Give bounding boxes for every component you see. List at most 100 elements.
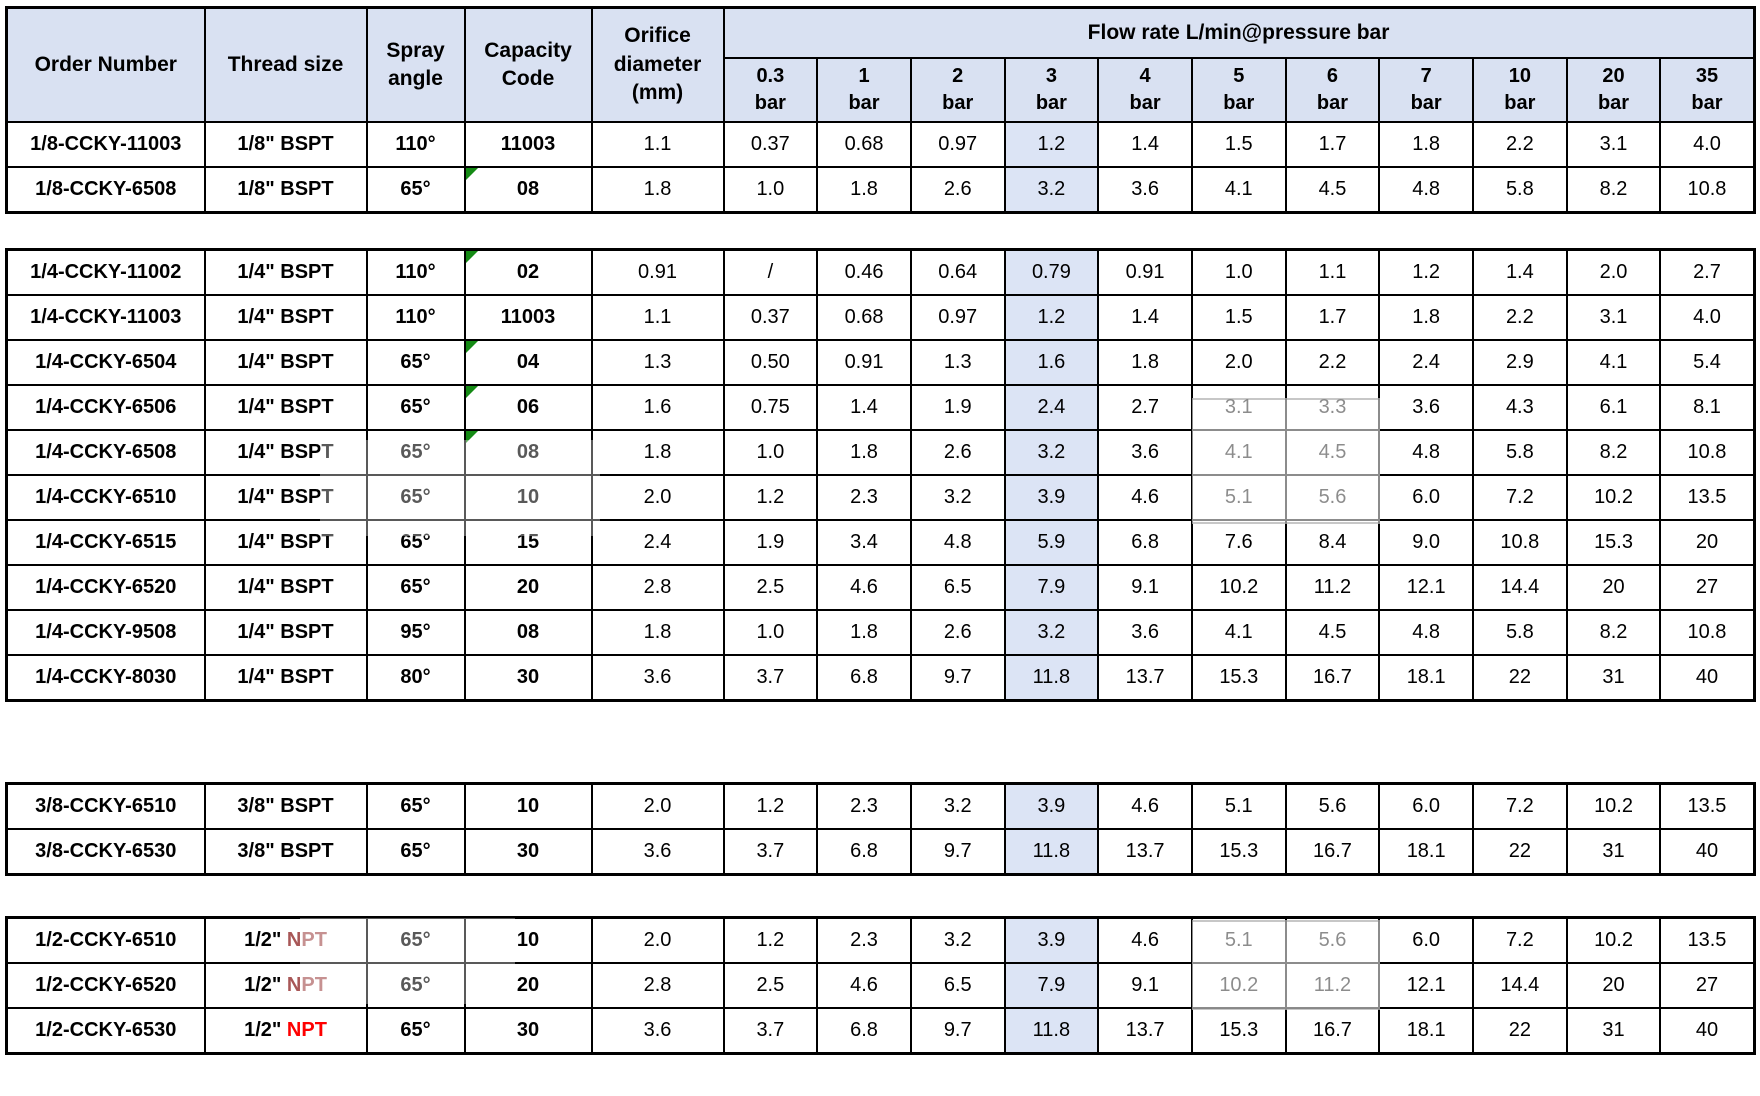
order-number-cell: 1/4-CCKY-8030: [5, 654, 206, 702]
table-row: 1/4-CCKY-8030 1/4" BSPT 80° 30 3.6 3.7 6.8 9.7 1…: [5, 654, 1756, 702]
npt-label: NPT: [286, 974, 327, 996]
spray-angle-cell: 65°: [365, 916, 466, 964]
flow-rate-cell: 4.5: [1284, 609, 1381, 656]
flow-rate-cell: 0.46: [816, 248, 912, 296]
flow-rate-cell: 3.2: [1003, 609, 1100, 656]
capacity-code-cell: 10: [463, 474, 593, 521]
flow-rate-cell: 14.4: [1472, 564, 1568, 611]
capacity-code-cell: 08: [463, 166, 593, 214]
flow-rate-cell: 15.3: [1190, 828, 1287, 876]
flow-rate-cell: 2.3: [816, 916, 912, 964]
orifice-diameter-cell: 2.8: [590, 564, 725, 611]
flow-rate-cell: 3.6: [1097, 609, 1193, 656]
pressure-header-6bar: 6 bar: [1284, 57, 1381, 123]
flow-rate-cell: 11.2: [1284, 962, 1381, 1009]
flow-rate-cell: 9.0: [1378, 519, 1474, 566]
flow-rate-cell: 0.37: [722, 294, 819, 341]
flow-rate-cell: 6.0: [1378, 916, 1474, 964]
table-body: 1/4-CCKY-11002 1/4" BSPT 110° 02 0.91/0.46 0.…: [5, 248, 1756, 702]
table-row: 1/4-CCKY-6520 1/4" BSPT 65° 20 2.8 2.5 4.6 6.5 7…: [5, 564, 1756, 611]
flow-rate-cell: 8.4: [1284, 519, 1381, 566]
flow-rate-cell: 6.8: [1097, 519, 1193, 566]
spray-angle-cell: 65°: [365, 166, 466, 214]
header-row-pressures: 0.3 bar 1 bar 2 bar 3 bar 4 bar 5 bar 6 bar 7 b…: [7, 57, 1756, 123]
thread-size-cell: 1/4" BSPT: [203, 248, 368, 296]
flow-rate-cell: 1.7: [1284, 121, 1381, 168]
order-number-cell: 1/4-CCKY-6510: [5, 474, 206, 521]
pressure-header-0.3bar: 0.3 bar: [722, 57, 819, 123]
flow-rate-cell: 0.37: [722, 121, 819, 168]
flow-rate-cell: 4.3: [1472, 384, 1568, 431]
spray-angle-cell: 65°: [365, 564, 466, 611]
spray-angle-cell: 65°: [365, 962, 466, 1009]
flow-rate-cell: 6.0: [1378, 474, 1474, 521]
spec-table-1-4-bspt: 1/4-CCKY-11002 1/4" BSPT 110° 02 0.91/0.46 0.…: [5, 248, 1756, 702]
thread-size-cell: 1/4" BSPT: [203, 519, 368, 566]
flow-rate-cell: 22: [1472, 1007, 1568, 1055]
flow-rate-cell: 3.7: [722, 654, 819, 702]
flow-rate-cell: 1.0: [722, 166, 819, 214]
flow-rate-cell: 1.0: [1190, 248, 1287, 296]
flow-rate-cell: 6.8: [816, 654, 912, 702]
spray-angle-cell: 110°: [365, 248, 466, 296]
flow-rate-cell: 0.91: [1097, 248, 1193, 296]
flow-rate-cell: 7.2: [1472, 782, 1568, 830]
flow-rate-cell: 2.5: [722, 564, 819, 611]
flow-rate-cell: 0.79: [1003, 248, 1100, 296]
table-row: 3/8-CCKY-6530 3/8" BSPT 65° 30 3.6 3.7 6.8 9.7 1…: [5, 828, 1756, 876]
flow-rate-cell: 0.97: [909, 294, 1006, 341]
pressure-header-2bar: 2 bar: [909, 57, 1006, 123]
flow-rate-cell: 0.97: [909, 121, 1006, 168]
flow-rate-cell: 1.4: [1472, 248, 1568, 296]
flow-rate-cell: 15.3: [1190, 1007, 1287, 1055]
flow-rate-cell: 3.2: [1003, 166, 1100, 214]
order-number-cell: 1/2-CCKY-6520: [5, 962, 206, 1009]
orifice-diameter-cell: 1.3: [590, 339, 725, 386]
flow-rate-cell: 13.7: [1097, 654, 1193, 702]
flow-rate-cell: 6.8: [816, 828, 912, 876]
flow-rate-cell: 2.3: [816, 474, 912, 521]
spray-angle-cell: 65°: [365, 429, 466, 476]
flow-rate-cell: 5.6: [1284, 782, 1381, 830]
flow-rate-cell: 40: [1659, 828, 1756, 876]
flow-rate-cell: 1.8: [816, 166, 912, 214]
flow-rate-cell: 10.8: [1659, 429, 1756, 476]
flow-rate-cell: 31: [1565, 828, 1662, 876]
flow-rate-cell: 2.4: [1378, 339, 1474, 386]
flow-rate-cell: 0.75: [722, 384, 819, 431]
table-row: 1/4-CCKY-6515 1/4" BSPT 65° 15 2.4 1.9 3.4 4.8 5…: [5, 519, 1756, 566]
table-row: 1/2-CCKY-6530 1/2" NPT 65° 30 3.6 3.7 6.8 9.7 11…: [5, 1007, 1756, 1055]
flow-rate-cell: 0.68: [816, 294, 912, 341]
capacity-code-cell: 30: [463, 828, 593, 876]
thread-size-cell: 1/2" NPT: [203, 916, 368, 964]
flow-rate-cell: 4.1: [1565, 339, 1662, 386]
flow-rate-cell: 7.2: [1472, 474, 1568, 521]
capacity-code-cell: 11003: [463, 121, 593, 168]
flow-rate-cell: 13.5: [1659, 474, 1756, 521]
flow-rate-cell: 2.2: [1472, 121, 1568, 168]
flow-rate-cell: 2.3: [816, 782, 912, 830]
flow-rate-cell: 1.4: [1097, 121, 1193, 168]
col-header-spray-angle: Spray angle: [365, 6, 466, 123]
thread-size-cell: 1/8" BSPT: [203, 121, 368, 168]
flow-rate-cell: 9.1: [1097, 564, 1193, 611]
table-row: 1/4-CCKY-6510 1/4" BSPT 65° 10 2.0 1.2 2.3 3.2 3…: [5, 474, 1756, 521]
flow-rate-cell: 7.2: [1472, 916, 1568, 964]
flow-rate-cell: 8.1: [1659, 384, 1756, 431]
flow-rate-cell: 3.9: [1003, 474, 1100, 521]
thread-size-cell: 1/8" BSPT: [203, 166, 368, 214]
flow-rate-cell: 1.9: [722, 519, 819, 566]
table-row: 1/4-CCKY-6508 1/4" BSPT 65° 08 1.8 1.0 1.8 2.6 3…: [5, 429, 1756, 476]
table-row: 1/8-CCKY-6508 1/8" BSPT 65° 08 1.8 1.0 1.8 2.6 3…: [5, 166, 1756, 214]
table-row: 1/2-CCKY-6520 1/2" NPT 65° 20 2.8 2.5 4.6 6.5 7.…: [5, 962, 1756, 1009]
flow-rate-cell: 4.5: [1284, 166, 1381, 214]
flow-rate-cell: 2.7: [1097, 384, 1193, 431]
flow-rate-cell: 1.5: [1190, 121, 1287, 168]
table-body: 1/8-CCKY-11003 1/8" BSPT 110° 11003 1.1 0.37 0…: [5, 121, 1756, 214]
flow-rate-cell: 9.7: [909, 654, 1006, 702]
excel-error-indicator-icon: [466, 251, 478, 263]
flow-rate-cell: 4.1: [1190, 166, 1287, 214]
capacity-code-cell: 30: [463, 1007, 593, 1055]
capacity-code-cell: 08: [463, 609, 593, 656]
flow-rate-cell: 4.1: [1190, 609, 1287, 656]
